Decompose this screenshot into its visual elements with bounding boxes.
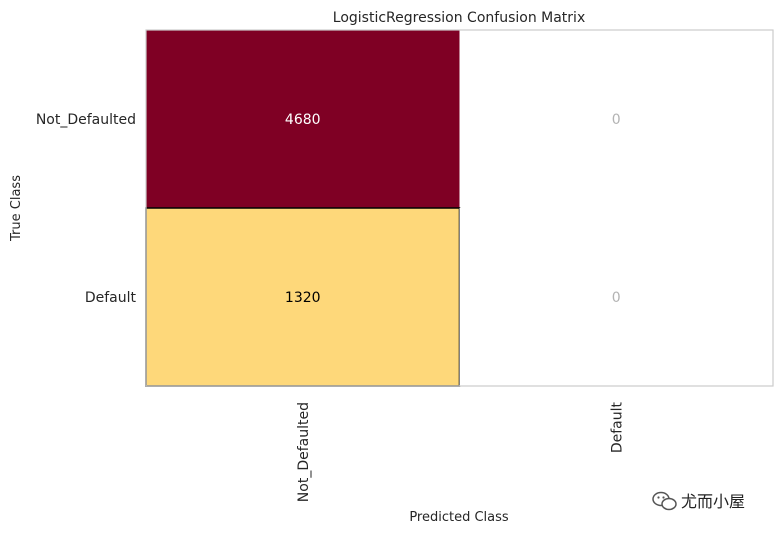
chart-title: LogisticRegression Confusion Matrix	[333, 10, 585, 26]
x-tick-label: Default	[609, 401, 625, 453]
cell-value-label: 0	[612, 112, 621, 128]
heatmap-cells	[145, 30, 773, 387]
watermark-text: 尤而小屋	[681, 492, 745, 511]
y-tick-label: Default	[85, 290, 137, 306]
wechat-icon	[652, 491, 677, 511]
heatmap-cell	[459, 30, 773, 208]
y-axis-label: True Class	[9, 175, 24, 242]
x-tick-label: Not_Defaulted	[296, 402, 312, 502]
x-tick-labels: Not_Defaulted Default	[296, 401, 626, 502]
heatmap-cell	[146, 30, 460, 208]
y-tick-label: Not_Defaulted	[36, 112, 136, 128]
plot-frame	[145, 29, 774, 387]
watermark: 尤而小屋	[652, 491, 745, 511]
cell-value-labels: 4680 0 1320 0	[285, 112, 621, 306]
y-tick-labels: Not_Defaulted Default	[36, 112, 137, 306]
cell-value-label: 4680	[285, 112, 321, 128]
heatmap-cell	[459, 208, 773, 386]
cell-value-label: 0	[612, 290, 621, 306]
cell-value-label: 1320	[285, 290, 321, 306]
x-axis-label: Predicted Class	[409, 510, 509, 525]
